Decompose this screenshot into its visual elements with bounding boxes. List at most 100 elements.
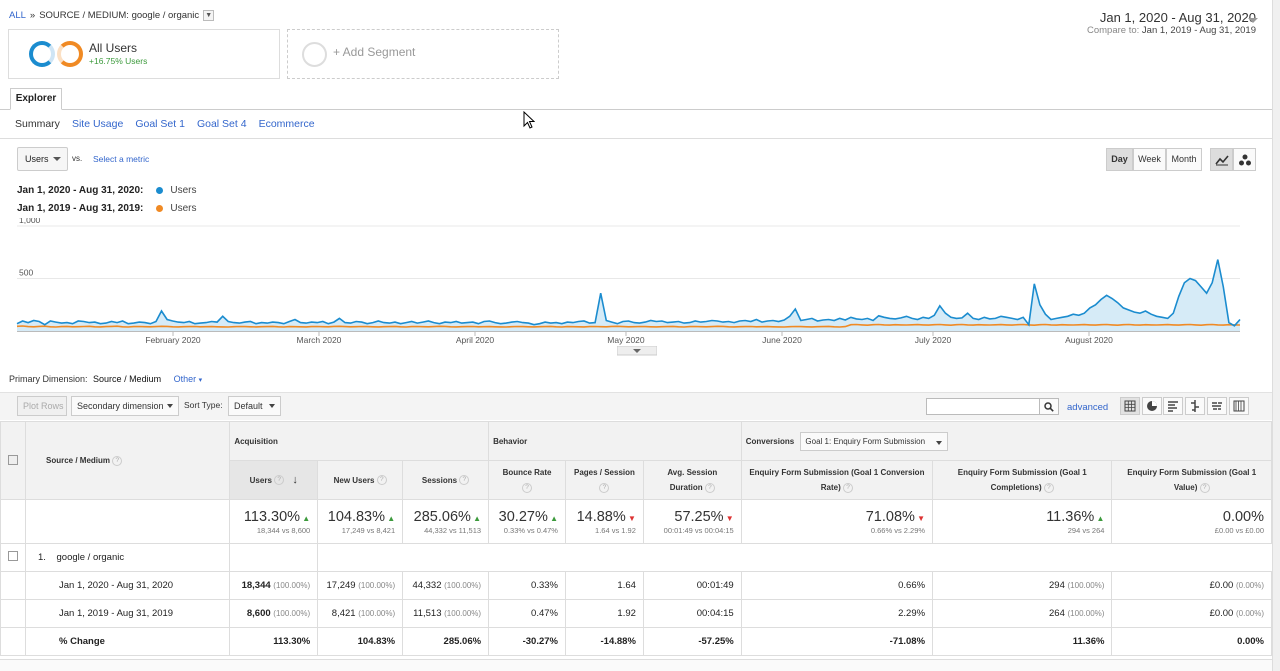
granularity-week-button[interactable]: Week bbox=[1133, 148, 1166, 171]
goal-select-dropdown[interactable]: Goal 1: Enquiry Form Submission bbox=[800, 431, 949, 451]
date-range-picker[interactable]: Jan 1, 2020 - Aug 31, 2020 Compare to: J… bbox=[1087, 10, 1256, 36]
help-icon[interactable]: ? bbox=[599, 482, 610, 493]
search-button[interactable] bbox=[1039, 398, 1059, 415]
motion-chart-button[interactable] bbox=[1233, 148, 1256, 171]
col-users-label: Users bbox=[249, 475, 272, 485]
add-segment-button[interactable]: + Add Segment bbox=[287, 29, 559, 79]
granularity-month-button[interactable]: Month bbox=[1166, 148, 1202, 171]
section-divider bbox=[0, 138, 1272, 139]
col-goal1-rate-label: Enquiry Form Submission (Goal 1 Conversi… bbox=[749, 468, 925, 492]
totals-comparison: 1.64 vs 1.92 bbox=[595, 525, 636, 535]
cell-value: 2.29% bbox=[898, 608, 926, 619]
chevron-down-icon: ▾ bbox=[198, 377, 203, 384]
totals-percent: 57.25% bbox=[674, 508, 724, 525]
col-header-bounce-rate[interactable]: Bounce Rate? bbox=[488, 460, 566, 500]
group-behavior: Behavior bbox=[488, 421, 742, 461]
cell-percent: (100.00%) bbox=[444, 581, 482, 590]
totals-change: 11.36% ▲ bbox=[940, 509, 1104, 525]
subtab-ecommerce[interactable]: Ecommerce bbox=[258, 118, 315, 130]
chart-collapse-handle[interactable] bbox=[617, 346, 657, 356]
subtab-goal-set-4[interactable]: Goal Set 4 bbox=[196, 118, 247, 130]
cell-percent: (0.00%) bbox=[1235, 581, 1264, 590]
cell-value: £0.00 bbox=[1209, 580, 1234, 591]
sort-type-dropdown[interactable]: Default bbox=[228, 396, 281, 416]
col-header-avg-session-duration[interactable]: Avg. Session Duration ? bbox=[642, 460, 742, 500]
granularity-day-button[interactable]: Day bbox=[1106, 148, 1133, 171]
view-pivot-button[interactable] bbox=[1229, 397, 1249, 415]
col-header-sessions[interactable]: Sessions ? bbox=[402, 460, 490, 500]
y-tick-label: 500 bbox=[19, 268, 33, 278]
y-axis-ticks: 1,000 500 bbox=[19, 218, 41, 278]
help-icon[interactable]: ? bbox=[112, 455, 123, 466]
segment-all-users[interactable]: All Users +16.75% Users bbox=[8, 29, 280, 79]
totals-percent: 30.27% bbox=[498, 508, 548, 525]
cell-percent: (0.00%) bbox=[1235, 609, 1264, 618]
x-tick-label: August 2020 bbox=[1065, 335, 1113, 345]
cell-value: 00:01:49 bbox=[696, 580, 734, 591]
pie-chart-icon bbox=[1147, 401, 1157, 411]
table-row: Jan 1, 2020 - Aug 31, 2020 18,344 (100.00… bbox=[0, 571, 1272, 600]
totals-change: 104.83% ▲ bbox=[325, 509, 395, 525]
row-checkbox-cell bbox=[0, 543, 26, 572]
table-cell: £0.00 (0.00%) bbox=[1111, 571, 1272, 600]
select-all-checkbox[interactable] bbox=[8, 454, 18, 465]
chart-grid bbox=[17, 225, 1240, 332]
primary-dimension-other[interactable]: Other ▾ bbox=[174, 374, 203, 384]
cell-value: 264 bbox=[1049, 608, 1065, 619]
horizontal-scrollbar[interactable] bbox=[0, 659, 1272, 671]
help-icon[interactable]: ? bbox=[522, 482, 533, 493]
table-column-header: Users ? ↓ New Users ? Sessions ? Bounce … bbox=[1, 460, 1272, 500]
line-chart-button[interactable] bbox=[1210, 148, 1233, 171]
help-icon[interactable]: ? bbox=[274, 475, 285, 486]
users-over-time-chart[interactable]: 1,000 500 February 2020 March 2020 April 20… bbox=[0, 218, 1272, 358]
vertical-scrollbar[interactable] bbox=[1272, 0, 1280, 671]
col-header-goal1-conversion-rate[interactable]: Enquiry Form Submission (Goal 1 Conversi… bbox=[740, 460, 934, 500]
subtab-goal-set-1[interactable]: Goal Set 1 bbox=[135, 118, 185, 130]
help-icon[interactable]: ? bbox=[1043, 482, 1054, 493]
select-metric-link[interactable]: Select a metric bbox=[93, 154, 150, 164]
col-header-goal1-value[interactable]: Enquiry Form Submission (Goal 1 Value) ? bbox=[1111, 460, 1272, 500]
col-header-pages-session[interactable]: Pages / Session? bbox=[564, 460, 644, 500]
breadcrumb-all-link[interactable]: ALL bbox=[9, 10, 26, 21]
legend-previous-dot bbox=[156, 205, 164, 212]
help-icon[interactable]: ? bbox=[459, 475, 470, 486]
row-checkbox[interactable] bbox=[8, 551, 18, 561]
cell-value: 0.47% bbox=[531, 608, 558, 619]
table-search-input[interactable] bbox=[926, 398, 1040, 415]
chevron-down-icon[interactable] bbox=[1248, 18, 1258, 23]
view-term-cloud-button[interactable] bbox=[1207, 397, 1227, 415]
row-dimension-link[interactable]: google / organic bbox=[56, 552, 125, 563]
breadcrumb-dropdown-icon[interactable]: ▼ bbox=[203, 10, 215, 21]
subtab-site-usage[interactable]: Site Usage bbox=[71, 118, 124, 130]
cell-value: 44,332 bbox=[412, 580, 442, 591]
table-row: % Change 113.30% 104.83% 285.06% -30.27% -14.… bbox=[0, 627, 1272, 656]
advanced-filter-link[interactable]: advanced bbox=[1067, 402, 1109, 413]
col-header-new-users[interactable]: New Users ? bbox=[317, 460, 404, 500]
col-header-users[interactable]: Users ? ↓ bbox=[229, 460, 319, 500]
table-cell: 264 (100.00%) bbox=[932, 599, 1113, 628]
view-pie-button[interactable] bbox=[1142, 397, 1162, 415]
help-icon[interactable]: ? bbox=[1199, 482, 1210, 493]
plot-rows-button[interactable]: Plot Rows bbox=[17, 396, 67, 416]
arrow-down-icon: ▼ bbox=[723, 513, 734, 523]
subtab-summary[interactable]: Summary bbox=[15, 118, 60, 130]
metric-dropdown[interactable]: Users bbox=[17, 147, 68, 171]
totals-change: 113.30% ▲ bbox=[237, 509, 310, 525]
arrow-down-icon: ▼ bbox=[625, 513, 636, 523]
view-data-table-button[interactable] bbox=[1120, 397, 1140, 415]
primary-dimension-value[interactable]: Source / Medium bbox=[93, 374, 162, 384]
view-comparison-button[interactable] bbox=[1185, 397, 1205, 415]
dimension-header[interactable]: Source / Medium ? bbox=[24, 421, 231, 500]
totals-comparison: 294 vs 264 bbox=[1067, 525, 1105, 535]
view-performance-button[interactable] bbox=[1163, 397, 1183, 415]
help-icon[interactable]: ? bbox=[376, 475, 387, 486]
select-all-cell bbox=[0, 421, 26, 500]
help-icon[interactable]: ? bbox=[704, 482, 715, 493]
col-header-goal1-completions[interactable]: Enquiry Form Submission (Goal 1 Completi… bbox=[932, 460, 1113, 500]
totals-change: 0.00% bbox=[1119, 509, 1264, 525]
secondary-dimension-dropdown[interactable]: Secondary dimension bbox=[71, 396, 179, 416]
tab-explorer[interactable]: Explorer bbox=[10, 88, 62, 110]
segment-title: All Users bbox=[89, 41, 138, 55]
help-icon[interactable]: ? bbox=[843, 482, 853, 493]
cell-value: £0.00 bbox=[1209, 608, 1234, 619]
